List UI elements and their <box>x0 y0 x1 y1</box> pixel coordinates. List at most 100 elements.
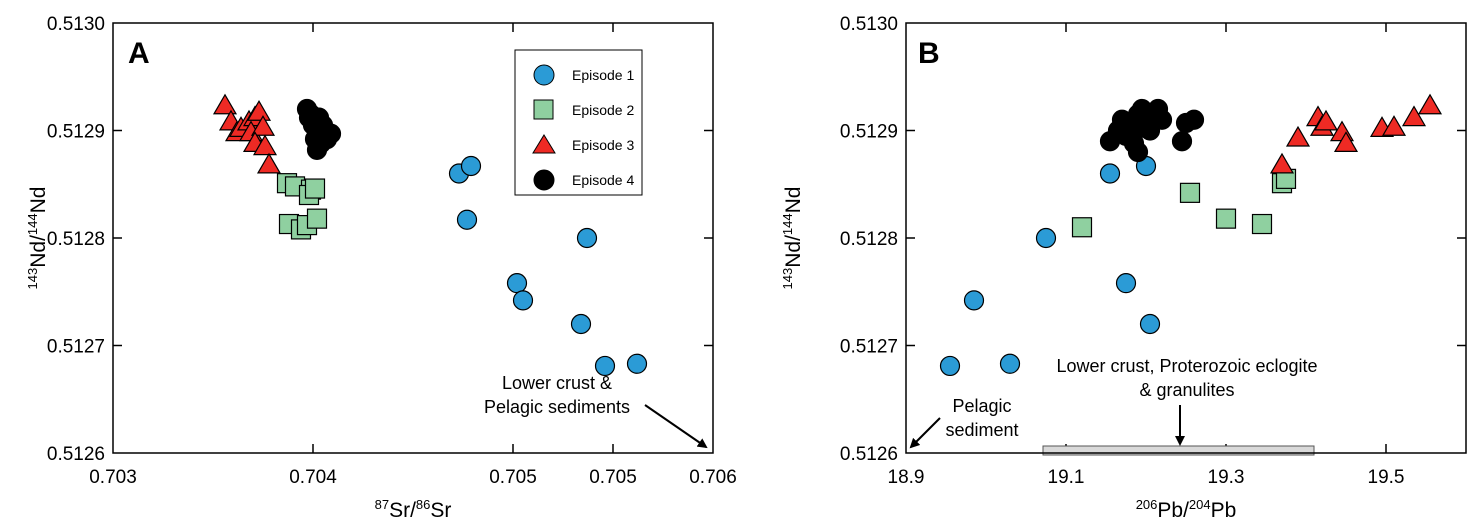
legend-marker-episode-2 <box>533 99 554 120</box>
data-point <box>250 115 276 136</box>
legend-item-episode-4: Episode 4 <box>533 169 634 191</box>
data-point <box>963 290 985 311</box>
panel-a-tick-labels: 0.5126 0.5127 0.5128 0.5129 0.5130 0.703 0.704… <box>47 14 737 488</box>
annotation-arrow <box>644 404 708 449</box>
x-tick-label: 0.706 <box>689 467 737 488</box>
data-point <box>1215 208 1237 229</box>
data-point <box>1179 182 1201 203</box>
panel-b-annotation-proterozoic: Lower crust, Proterozoic eclogite & gran… <box>1056 356 1318 446</box>
data-point <box>1127 141 1149 163</box>
legend: Episode 1 Episode 2 Episode 3 Episode 4 <box>514 49 643 196</box>
legend-marker-episode-3 <box>532 134 556 154</box>
data-point <box>1035 227 1057 249</box>
data-point <box>246 100 272 121</box>
data-point <box>1313 109 1339 131</box>
y-tick-label: 0.5126 <box>840 444 898 465</box>
y-tick-label: 0.5129 <box>47 122 105 143</box>
panel-a-frame <box>112 22 714 454</box>
data-point <box>570 313 592 335</box>
data-point <box>1099 163 1121 184</box>
panel-b-letter: B <box>918 37 940 70</box>
y-tick-label: 0.5127 <box>47 337 105 358</box>
panel-a-annotation-lower-crust: Lower crust & Pelagic sediments <box>484 373 708 449</box>
data-point <box>1183 109 1205 130</box>
data-point <box>506 273 528 294</box>
y-tick-label: 0.5130 <box>47 14 105 35</box>
data-point <box>306 208 328 229</box>
data-point <box>1071 217 1093 238</box>
series-episode-3 <box>1269 93 1443 174</box>
y-tick-label: 0.5130 <box>840 14 898 35</box>
x-tick-label: 0.704 <box>289 467 337 488</box>
panel-a-ylabel: 143Nd/144Nd <box>25 187 50 290</box>
legend-item-episode-3: Episode 3 <box>532 134 634 154</box>
x-tick-label: 0.705 <box>489 467 537 488</box>
y-tick-label: 0.5129 <box>840 122 898 143</box>
data-point <box>999 353 1021 374</box>
annotation-line-1: Lower crust & <box>502 373 612 393</box>
data-point <box>1381 115 1407 136</box>
legend-label-episode-1: Episode 1 <box>572 67 634 83</box>
annotation-line-2: Pelagic sediments <box>484 397 630 417</box>
legend-label-episode-4: Episode 4 <box>572 172 634 188</box>
series-episode-1 <box>939 155 1161 377</box>
y-tick-label: 0.5126 <box>47 444 105 465</box>
series-episode-2 <box>276 173 328 240</box>
annotation-line-2: & granulites <box>1139 380 1234 400</box>
data-point <box>252 134 278 156</box>
x-tick-label: 18.9 <box>888 467 925 488</box>
series-episode-4 <box>296 98 342 160</box>
panel-b-points <box>939 93 1443 377</box>
data-point <box>304 178 326 199</box>
data-point <box>1401 105 1427 127</box>
data-point <box>512 290 534 311</box>
legend-marker-episode-4 <box>533 169 555 191</box>
panel-b: 0.5126 0.5127 0.5128 0.5129 0.5130 18.9 19.1 19… <box>780 14 1467 522</box>
data-point <box>1123 122 1145 143</box>
data-point <box>256 152 282 174</box>
data-point <box>939 355 961 377</box>
data-point <box>1333 131 1359 152</box>
annotation-line-1: Lower crust, Proterozoic eclogite <box>1056 356 1317 376</box>
series-episode-1 <box>448 155 648 377</box>
y-tick-label: 0.5128 <box>840 229 898 250</box>
series-episode-3 <box>212 93 282 174</box>
legend-label-episode-3: Episode 3 <box>572 137 634 153</box>
x-tick-label: 0.705 <box>589 467 637 488</box>
data-point <box>1139 313 1161 335</box>
annotation-line-2: sediment <box>945 420 1018 440</box>
panel-a-ticks <box>113 23 713 453</box>
proterozoic-range-bar <box>1042 445 1315 456</box>
panel-b-frame <box>905 22 1467 454</box>
data-point <box>460 155 482 177</box>
data-point <box>1269 152 1295 174</box>
data-point <box>1285 125 1311 147</box>
data-point <box>576 227 598 249</box>
data-point <box>456 209 478 230</box>
series-episode-2 <box>1071 168 1297 238</box>
panel-a-xlabel: 87Sr/86Sr <box>375 497 452 522</box>
data-point <box>212 93 238 115</box>
legend-label-episode-2: Episode 2 <box>572 102 634 118</box>
panel-a-letter: A <box>128 37 150 70</box>
legend-marker-episode-1 <box>533 64 555 86</box>
data-point <box>1115 273 1137 294</box>
legend-item-episode-2: Episode 2 <box>533 99 634 120</box>
panel-b-tick-labels: 0.5126 0.5127 0.5128 0.5129 0.5130 18.9 19.1 19… <box>840 14 1405 488</box>
panel-a-points <box>212 93 648 377</box>
legend-item-episode-1: Episode 1 <box>533 64 634 86</box>
annotation-line-1: Pelagic <box>952 396 1011 416</box>
x-tick-label: 19.5 <box>1368 467 1405 488</box>
annotation-arrow <box>909 417 941 449</box>
y-tick-label: 0.5128 <box>47 229 105 250</box>
panel-a: 0.5126 0.5127 0.5128 0.5129 0.5130 0.703 0.704… <box>25 14 737 522</box>
panel-b-xlabel: 206Pb/204Pb <box>1136 497 1237 522</box>
panel-b-annotation-pelagic: Pelagic sediment <box>909 396 1019 449</box>
x-tick-label: 0.703 <box>89 467 137 488</box>
data-point <box>626 353 648 374</box>
data-point <box>320 123 342 144</box>
series-episode-4 <box>1099 98 1205 163</box>
data-point <box>1171 131 1193 152</box>
x-tick-label: 19.1 <box>1048 467 1085 488</box>
